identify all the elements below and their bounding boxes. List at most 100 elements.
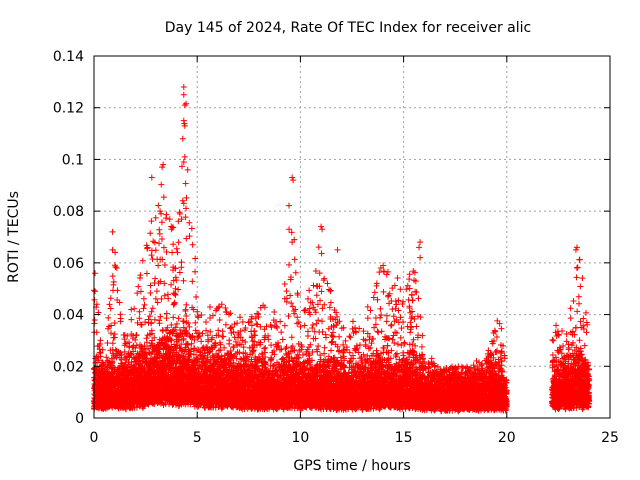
data-point — [166, 216, 173, 223]
data-point — [222, 304, 229, 311]
data-point — [110, 278, 117, 285]
data-point — [163, 310, 170, 317]
data-point — [149, 305, 156, 312]
data-point — [156, 320, 163, 327]
data-point — [99, 346, 106, 353]
data-point — [169, 249, 176, 256]
data-point — [189, 278, 196, 285]
data-point — [95, 357, 102, 364]
data-point — [97, 337, 104, 344]
data-point — [183, 100, 190, 107]
data-point — [193, 293, 200, 300]
data-point — [135, 283, 142, 290]
data-point — [107, 305, 114, 312]
data-point — [117, 315, 124, 322]
data-point — [227, 310, 234, 317]
data-point — [176, 210, 183, 217]
data-point — [168, 281, 175, 288]
data-point — [222, 321, 229, 328]
data-point — [227, 324, 234, 331]
data-point — [202, 319, 209, 326]
data-point — [131, 305, 138, 312]
data-point — [136, 308, 143, 315]
data-point — [173, 320, 180, 327]
data-point — [198, 338, 205, 345]
data-point — [220, 333, 227, 340]
data-point — [183, 194, 190, 201]
data-point — [183, 313, 190, 320]
data-point — [207, 303, 213, 310]
data-point — [114, 287, 121, 294]
data-point — [109, 340, 116, 347]
data-point — [175, 315, 182, 322]
data-point — [96, 349, 103, 356]
data-point — [173, 245, 180, 252]
data-point — [234, 320, 241, 327]
data-point — [216, 316, 223, 323]
data-point — [141, 301, 148, 308]
data-point — [165, 295, 172, 302]
data-point — [175, 286, 182, 293]
data-point — [186, 323, 193, 330]
data-point — [128, 306, 135, 313]
data-point — [133, 331, 140, 338]
data-point — [180, 277, 187, 284]
data-point — [155, 202, 162, 209]
data-point — [158, 236, 165, 243]
data-point — [249, 337, 256, 344]
data-point — [262, 344, 269, 351]
data-point — [175, 239, 182, 246]
data-point — [109, 273, 116, 280]
data-points-layer — [90, 84, 593, 415]
data-point — [140, 295, 147, 302]
data-point — [184, 166, 191, 173]
data-point — [106, 301, 113, 308]
data-point — [158, 295, 165, 302]
data-point — [182, 306, 189, 313]
data-point — [105, 314, 112, 321]
data-point — [152, 275, 159, 282]
data-point — [152, 247, 159, 254]
data-point — [161, 292, 168, 299]
data-point — [192, 319, 199, 326]
data-point — [93, 329, 100, 336]
data-point — [178, 259, 185, 266]
data-point — [189, 241, 196, 248]
data-point — [171, 291, 178, 298]
data-point — [156, 230, 163, 237]
data-point — [188, 225, 195, 232]
data-point — [176, 269, 183, 276]
data-point — [215, 347, 222, 354]
data-point — [156, 240, 163, 247]
data-point — [254, 310, 261, 317]
data-point — [170, 241, 177, 248]
data-point — [140, 305, 147, 312]
data-point — [161, 262, 168, 269]
data-point — [147, 230, 154, 237]
data-point — [147, 290, 154, 297]
data-point — [152, 214, 159, 221]
data-point — [104, 340, 111, 347]
data-point — [137, 272, 144, 279]
data-point — [157, 313, 164, 320]
data-point — [148, 319, 155, 326]
data-point — [148, 218, 155, 225]
data-point — [239, 318, 246, 325]
data-point — [160, 194, 167, 201]
data-point — [93, 301, 100, 308]
data-point — [151, 316, 158, 323]
data-point — [219, 328, 226, 335]
data-point — [153, 288, 160, 295]
data-point — [107, 295, 114, 302]
data-point — [195, 333, 202, 340]
data-point — [163, 211, 170, 218]
chart-title: Day 145 of 2024, Rate Of TEC Index for r… — [165, 20, 531, 36]
data-point — [128, 316, 135, 323]
data-point — [156, 226, 163, 233]
data-point — [143, 270, 150, 277]
data-point — [183, 301, 190, 308]
data-point — [170, 314, 177, 321]
data-point — [91, 317, 98, 324]
data-point — [182, 180, 189, 187]
